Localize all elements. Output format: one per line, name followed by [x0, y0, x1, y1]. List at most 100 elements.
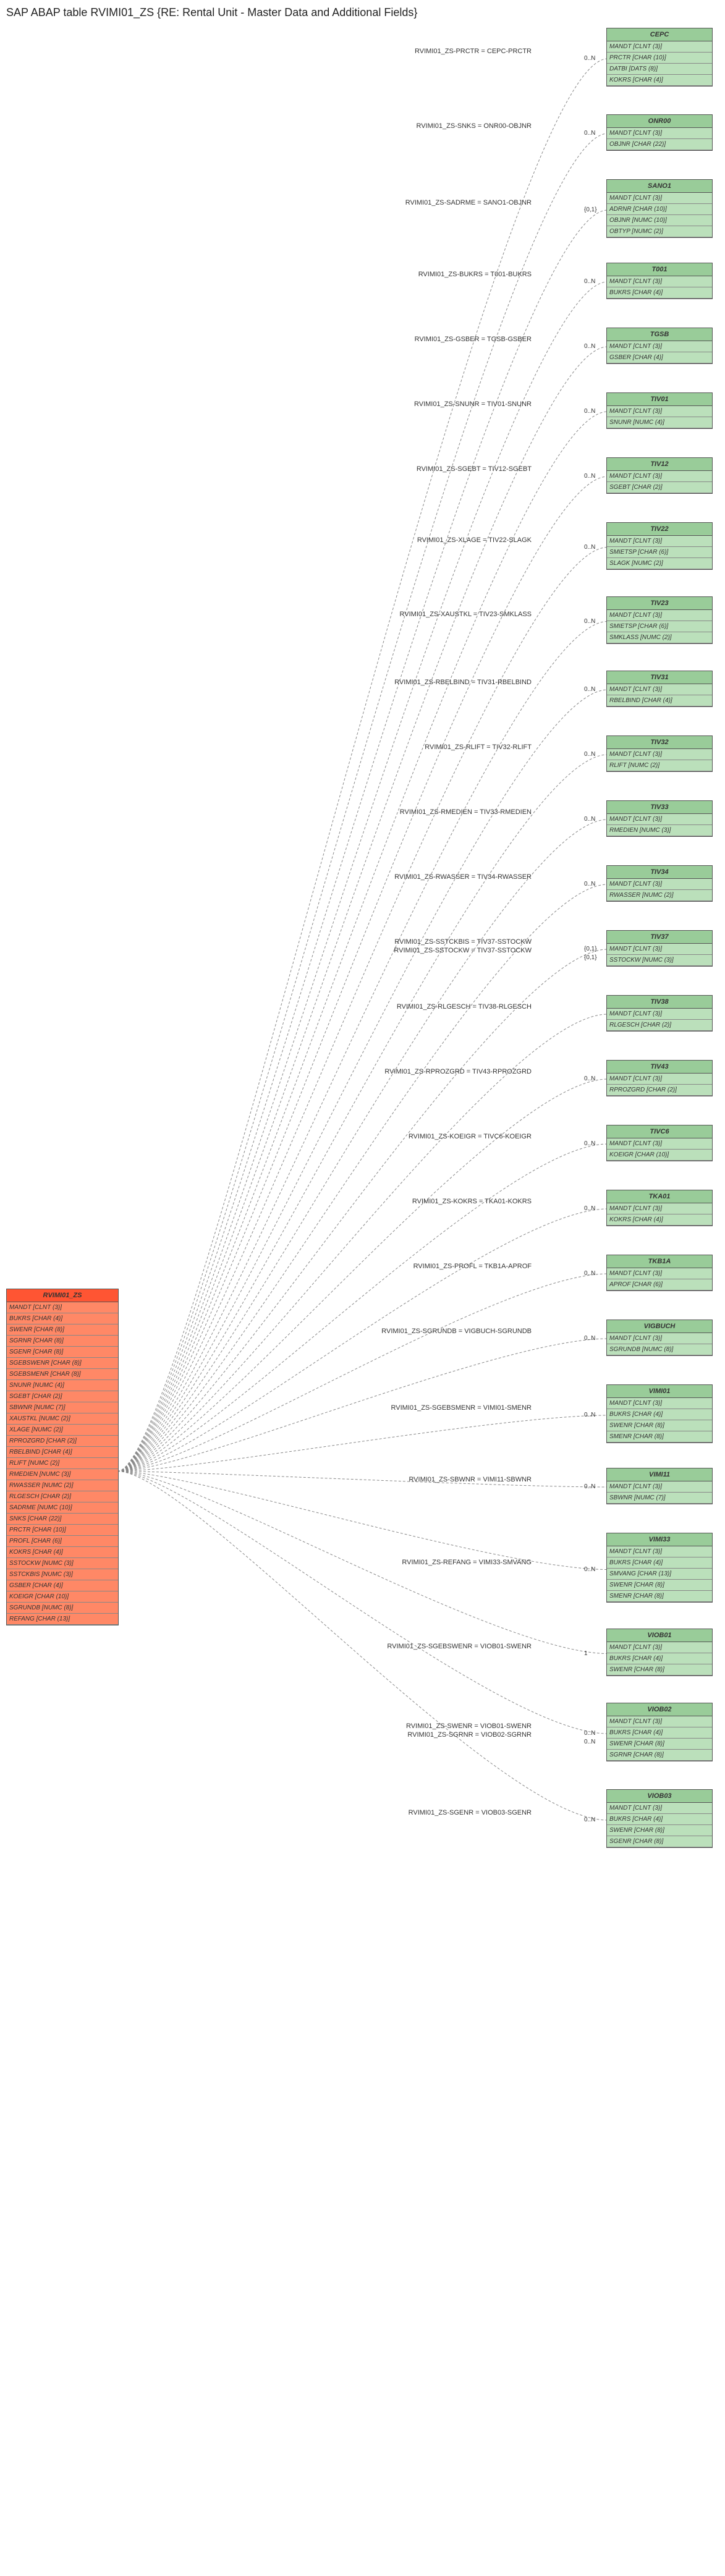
ref-entity-header: TIV37: [607, 931, 712, 944]
ref-field: SWENR [CHAR (8)]: [607, 1739, 712, 1750]
ref-field: OBTYP [NUMC (2)]: [607, 226, 712, 237]
ref-field: PRCTR [CHAR (10)]: [607, 53, 712, 64]
ref-field: ADRNR [CHAR (10)]: [607, 204, 712, 215]
edge-label: RVIMI01_ZS-SGENR = VIOB03-SGENR: [284, 1809, 532, 1816]
ref-entity-header: TIVC6: [607, 1125, 712, 1138]
ref-entity-header: VIOB02: [607, 1703, 712, 1716]
edge-label: RVIMI01_ZS-SWENR = VIOB01-SWENR: [284, 1722, 532, 1730]
ref-entity-tiv38: TIV38MANDT [CLNT (3)]RLGESCH [CHAR (2)]: [606, 995, 713, 1032]
ref-field: MANDT [CLNT (3)]: [607, 879, 712, 890]
main-field: SGENR [CHAR (8)]: [7, 1347, 118, 1358]
edge-label: RVIMI01_ZS-SADRME = SANO1-OBJNR: [284, 199, 532, 206]
cardinality-label: 0..N: [584, 1739, 595, 1745]
ref-field: BUKRS [CHAR (4)]: [607, 1814, 712, 1825]
ref-field: SLAGK [NUMC (2)]: [607, 558, 712, 569]
ref-field: SSTOCKW [NUMC (3)]: [607, 955, 712, 966]
edge-label: RVIMI01_ZS-RWASSER = TIV34-RWASSER: [284, 873, 532, 881]
edge-label: RVIMI01_ZS-RPROZGRD = TIV43-RPROZGRD: [284, 1068, 532, 1075]
main-entity-header: RVIMI01_ZS: [7, 1289, 118, 1302]
ref-field: MANDT [CLNT (3)]: [607, 41, 712, 53]
main-field: RPROZGRD [CHAR (2)]: [7, 1436, 118, 1447]
ref-field: RLGESCH [CHAR (2)]: [607, 1020, 712, 1031]
cardinality-label: 0..N: [584, 473, 595, 480]
ref-entity-tiv43: TIV43MANDT [CLNT (3)]RPROZGRD [CHAR (2)]: [606, 1060, 713, 1096]
ref-entity-tiv37: TIV37MANDT [CLNT (3)]SSTOCKW [NUMC (3)]: [606, 930, 713, 967]
page-title: SAP ABAP table RVIMI01_ZS {RE: Rental Un…: [6, 6, 417, 19]
ref-entity-header: T001: [607, 263, 712, 276]
ref-entity-header: TIV33: [607, 801, 712, 814]
ref-field: MANDT [CLNT (3)]: [607, 1203, 712, 1214]
main-field: SSTCKBIS [NUMC (3)]: [7, 1569, 118, 1580]
ref-field: MANDT [CLNT (3)]: [607, 276, 712, 287]
main-field: SNKS [CHAR (22)]: [7, 1514, 118, 1525]
ref-entity-header: TIV34: [607, 866, 712, 879]
main-field: SGRNR [CHAR (8)]: [7, 1336, 118, 1347]
edge-label: RVIMI01_ZS-SGEBSWENR = VIOB01-SWENR: [284, 1643, 532, 1650]
main-field: GSBER [CHAR (4)]: [7, 1580, 118, 1591]
ref-field: SMENR [CHAR (8)]: [607, 1431, 712, 1443]
edge-label: RVIMI01_ZS-SNKS = ONR00-OBJNR: [284, 122, 532, 130]
ref-field: SBWNR [NUMC (7)]: [607, 1493, 712, 1504]
ref-field: KOKRS [CHAR (4)]: [607, 1214, 712, 1226]
cardinality-label: 0..N: [584, 1075, 595, 1082]
ref-field: KOKRS [CHAR (4)]: [607, 75, 712, 86]
edge-label: RVIMI01_ZS-PRCTR = CEPC-PRCTR: [284, 48, 532, 55]
edge-label: RVIMI01_ZS-XLAGE = TIV22-SLAGK: [284, 536, 532, 544]
ref-field: KOEIGR [CHAR (10)]: [607, 1150, 712, 1161]
cardinality-label: 0..N: [584, 881, 595, 888]
ref-entity-header: VIMI33: [607, 1533, 712, 1546]
ref-entity-viob02: VIOB02MANDT [CLNT (3)]BUKRS [CHAR (4)]SW…: [606, 1703, 713, 1761]
ref-field: MANDT [CLNT (3)]: [607, 1009, 712, 1020]
ref-field: RMEDIEN [NUMC (3)]: [607, 825, 712, 836]
main-field: SGEBT [CHAR (2)]: [7, 1391, 118, 1402]
edge-label: RVIMI01_ZS-RLIFT = TIV32-RLIFT: [284, 744, 532, 751]
ref-entity-header: TGSB: [607, 328, 712, 341]
ref-field: MANDT [CLNT (3)]: [607, 1398, 712, 1409]
ref-field: SWENR [CHAR (8)]: [607, 1825, 712, 1836]
main-field: SWENR [CHAR (8)]: [7, 1324, 118, 1336]
ref-field: SGRNR [CHAR (8)]: [607, 1750, 712, 1761]
edge-label: RVIMI01_ZS-XAUSTKL = TIV23-SMKLASS: [284, 611, 532, 618]
main-field: KOKRS [CHAR (4)]: [7, 1547, 118, 1558]
edge-label: RVIMI01_ZS-BUKRS = T001-BUKRS: [284, 271, 532, 278]
ref-field: SMIETSP [CHAR (6)]: [607, 547, 712, 558]
ref-field: MANDT [CLNT (3)]: [607, 1716, 712, 1727]
cardinality-label: 0..N: [584, 343, 595, 350]
ref-field: MANDT [CLNT (3)]: [607, 944, 712, 955]
ref-entity-vimi01: VIMI01MANDT [CLNT (3)]BUKRS [CHAR (4)]SW…: [606, 1384, 713, 1443]
ref-field: SWENR [CHAR (8)]: [607, 1580, 712, 1591]
ref-entity-header: TIV22: [607, 523, 712, 536]
cardinality-label: 0..N: [584, 55, 595, 62]
cardinality-label: 0..N: [584, 544, 595, 551]
ref-entity-viob03: VIOB03MANDT [CLNT (3)]BUKRS [CHAR (4)]SW…: [606, 1789, 713, 1848]
ref-field: MANDT [CLNT (3)]: [607, 1481, 712, 1493]
cardinality-label: 0..N: [584, 130, 595, 137]
main-field: SGRUNDB [NUMC (8)]: [7, 1603, 118, 1614]
main-field: MANDT [CLNT (3)]: [7, 1302, 118, 1313]
cardinality-label: 0..N: [584, 1730, 595, 1737]
cardinality-label: 0..N: [584, 1270, 595, 1277]
edge-label: RVIMI01_ZS-SSTCKBIS = TIV37-SSTOCKW: [284, 938, 532, 946]
main-field: BUKRS [CHAR (4)]: [7, 1313, 118, 1324]
ref-entity-header: TIV23: [607, 597, 712, 610]
ref-entity-header: TIV43: [607, 1061, 712, 1074]
ref-entity-header: ONR00: [607, 115, 712, 128]
cardinality-label: 0..N: [584, 1335, 595, 1342]
ref-field: BUKRS [CHAR (4)]: [607, 1653, 712, 1664]
ref-field: OBJNR [NUMC (10)]: [607, 215, 712, 226]
ref-field: MANDT [CLNT (3)]: [607, 1642, 712, 1653]
edge-label: RVIMI01_ZS-PROFL = TKB1A-APROF: [284, 1263, 532, 1270]
cardinality-label: 0..N: [584, 686, 595, 693]
ref-entity-header: TKA01: [607, 1190, 712, 1203]
ref-field: MANDT [CLNT (3)]: [607, 1138, 712, 1150]
ref-entity-onr00: ONR00MANDT [CLNT (3)]OBJNR [CHAR (22)]: [606, 114, 713, 151]
ref-field: OBJNR [CHAR (22)]: [607, 139, 712, 150]
ref-entity-tiv32: TIV32MANDT [CLNT (3)]RLIFT [NUMC (2)]: [606, 735, 713, 772]
ref-entity-tiv22: TIV22MANDT [CLNT (3)]SMIETSP [CHAR (6)]S…: [606, 522, 713, 570]
main-field: SSTOCKW [NUMC (3)]: [7, 1558, 118, 1569]
ref-entity-header: CEPC: [607, 28, 712, 41]
cardinality-label: 0..N: [584, 1483, 595, 1490]
ref-entity-header: VIMI01: [607, 1385, 712, 1398]
main-field: RLIFT [NUMC (2)]: [7, 1458, 118, 1469]
main-field: SGEBSMENR [CHAR (8)]: [7, 1369, 118, 1380]
